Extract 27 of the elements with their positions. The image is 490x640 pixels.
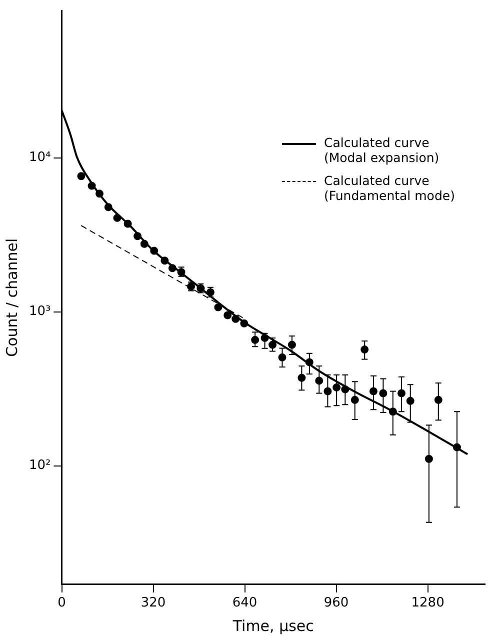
point [224, 311, 232, 320]
point [240, 319, 248, 328]
point [160, 256, 169, 265]
x-tick-label: 960 [324, 596, 349, 611]
point [140, 240, 148, 248]
x-tick-label: 320 [140, 596, 166, 611]
point [96, 190, 104, 198]
legend-label: Calculated curve (Fundamental mode) [324, 173, 456, 203]
y-tick-label: 10⁴ [28, 150, 51, 166]
x-tick-label: 1280 [411, 596, 444, 611]
x-tick-label: 0 [58, 596, 66, 611]
point [113, 214, 122, 222]
x-axis-title: Time, μsec [232, 616, 314, 635]
point [134, 232, 142, 240]
y-tick-label: 10³ [28, 304, 51, 320]
y-axis-title: Count / channel [2, 238, 21, 357]
point [150, 246, 158, 255]
point [77, 172, 86, 180]
point [104, 203, 112, 212]
point [168, 264, 176, 272]
point [232, 314, 240, 323]
x-tick-label: 640 [232, 596, 258, 611]
legend-label: Calculated curve (Modal expansion) [324, 135, 440, 165]
point [88, 182, 96, 190]
point [214, 303, 222, 312]
y-tick-label: 10² [28, 458, 51, 474]
point [124, 220, 132, 228]
